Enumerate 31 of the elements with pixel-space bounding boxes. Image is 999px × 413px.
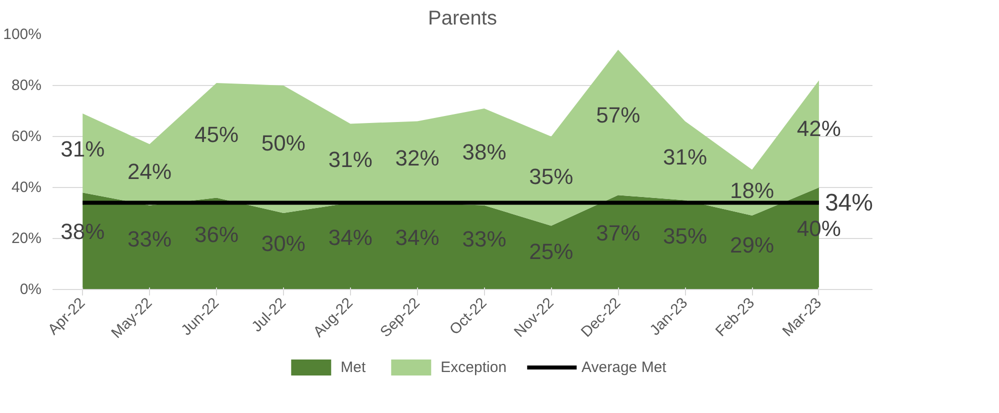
y-tick-label: 60% (11, 128, 42, 145)
data-label: 34% (328, 224, 372, 250)
data-label: 30% (261, 231, 306, 256)
legend-label: Average Met (582, 358, 666, 376)
data-label: 31% (663, 144, 708, 170)
data-label: 32% (395, 145, 440, 170)
data-label: 57% (596, 102, 640, 128)
y-tick-label: 80% (11, 77, 42, 94)
data-label: 33% (128, 226, 172, 252)
y-tick-label: 100% (3, 26, 42, 43)
legend-label: Exception (440, 358, 507, 376)
data-label: 34% (395, 224, 440, 250)
data-label: 50% (261, 130, 306, 156)
data-label: 18% (730, 178, 774, 203)
data-label: 31% (328, 146, 372, 172)
data-label: 33% (462, 226, 506, 252)
y-tick-label: 0% (20, 281, 42, 298)
y-tick-label: 20% (11, 230, 42, 247)
y-tick-label: 40% (11, 179, 42, 196)
data-label: 35% (663, 223, 708, 248)
data-label: 36% (194, 222, 239, 247)
data-label: 29% (730, 232, 774, 258)
data-label: 34% (824, 189, 873, 216)
data-label: 25% (529, 238, 574, 264)
data-label: 45% (194, 122, 239, 148)
data-label: 24% (128, 159, 172, 184)
data-label: 35% (529, 164, 574, 190)
data-label: 38% (462, 140, 506, 165)
chart-title: Parents (428, 8, 497, 30)
legend-label: Met (340, 358, 366, 376)
data-label: 37% (596, 220, 640, 246)
